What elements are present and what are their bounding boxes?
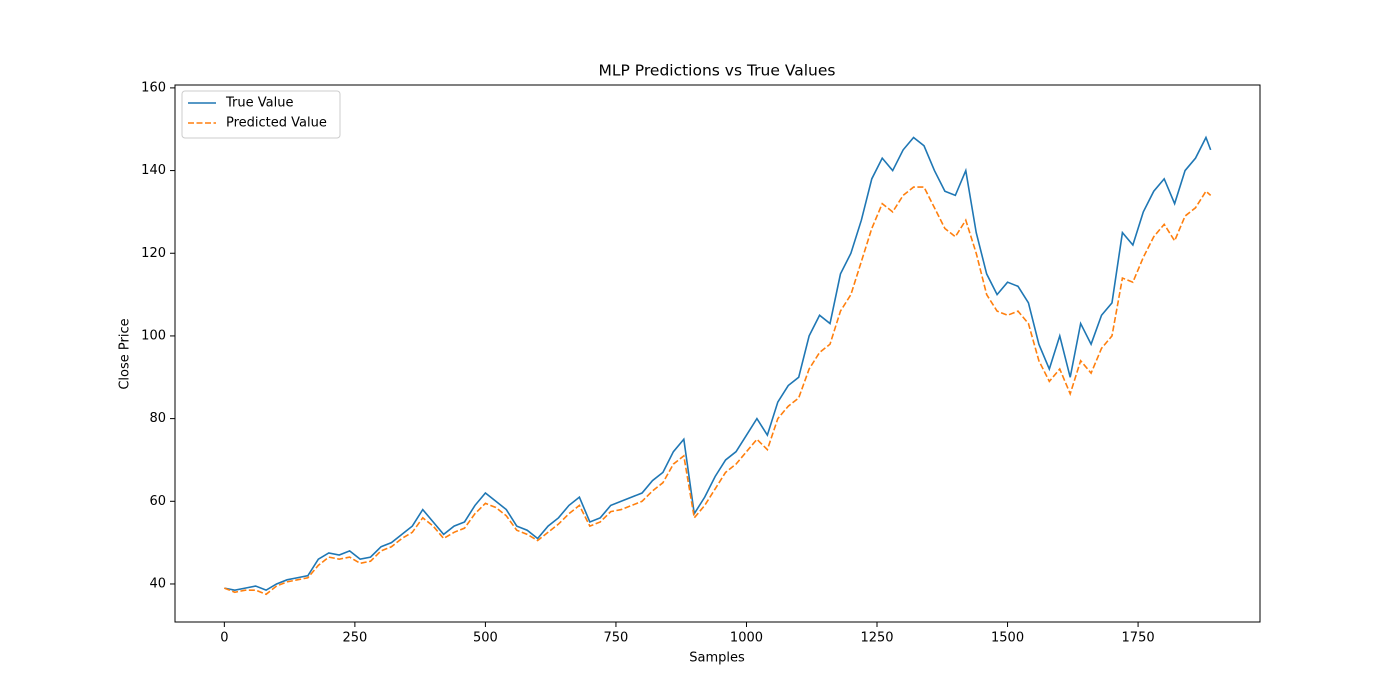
legend-label: Predicted Value [226, 116, 327, 131]
x-tick-label: 500 [473, 631, 498, 646]
y-tick-label: 120 [141, 246, 166, 261]
y-tick-label: 60 [149, 494, 166, 509]
x-tick-label: 250 [342, 631, 367, 646]
legend-box [181, 90, 341, 139]
y-tick-label: 80 [149, 411, 166, 426]
y-axis-label: Close Price [118, 318, 133, 389]
y-tick-label: 40 [149, 576, 166, 591]
legend: True Value Predicted Value [181, 90, 341, 139]
legend-label: True Value [225, 96, 293, 111]
plot-frame [174, 84, 1261, 623]
x-tick-label: 0 [220, 631, 228, 646]
data-line [224, 135, 1212, 592]
x-tick-label: 750 [604, 631, 629, 646]
x-tick-label: 1250 [860, 631, 893, 646]
y-tick-label: 100 [141, 328, 166, 343]
y-tick-label: 160 [141, 80, 166, 95]
x-axis-label: Samples [689, 651, 745, 666]
chart-title: MLP Predictions vs True Values [599, 62, 836, 80]
data-line [224, 186, 1212, 596]
x-tick-label: 1500 [991, 631, 1024, 646]
x-tick-label: 1000 [730, 631, 763, 646]
y-tick-label: 140 [141, 163, 166, 178]
x-tick-label: 1750 [1122, 631, 1155, 646]
